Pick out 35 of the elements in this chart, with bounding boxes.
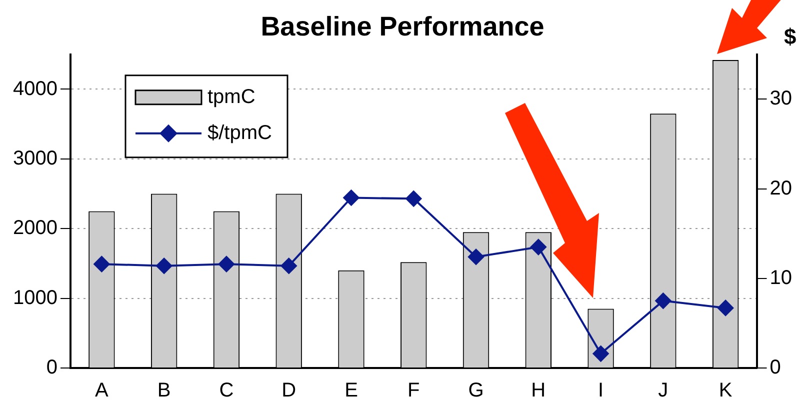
x-tick-label: F <box>408 380 420 402</box>
y-tick-label: 0 <box>46 356 58 379</box>
point <box>655 292 672 309</box>
x-tick-label: K <box>718 380 733 402</box>
point <box>592 346 609 362</box>
point <box>406 190 422 207</box>
point <box>530 239 546 256</box>
point <box>94 256 110 272</box>
x-tick-label: C <box>219 380 234 402</box>
point <box>343 190 360 206</box>
x-tick-label: B <box>157 380 171 402</box>
y2-tick-label: 20 <box>770 177 792 200</box>
point <box>468 248 484 265</box>
chart-title: Baseline Performance <box>260 12 544 42</box>
x-tick-label: A <box>95 380 110 402</box>
y-tick-label: 2000 <box>12 217 58 240</box>
y-tick-label: 3000 <box>12 147 58 170</box>
point <box>218 256 234 272</box>
point <box>156 258 172 274</box>
x-tick-label: E <box>344 380 358 402</box>
y2-axis-title: $ <box>784 24 796 50</box>
y-tick-label: 1000 <box>12 286 58 309</box>
point <box>280 258 297 274</box>
y2-tick-label: 0 <box>770 356 781 379</box>
x-tick-label: D <box>282 380 296 402</box>
y-tick-label: 4000 <box>12 78 58 100</box>
x-tick-label: I <box>598 380 604 402</box>
x-tick-label: G <box>468 380 484 402</box>
legend-label: tpmC <box>207 86 256 108</box>
point <box>718 300 734 316</box>
y2-tick-label: 30 <box>770 88 792 110</box>
x-tick-label: H <box>531 380 546 402</box>
legend-label: $/tpmC <box>207 122 272 144</box>
y2-tick-label: 10 <box>770 266 792 289</box>
x-tick-label: J <box>658 380 668 402</box>
